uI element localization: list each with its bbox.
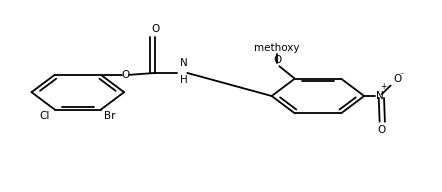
Text: O: O [394,74,402,84]
Text: N: N [376,91,384,101]
Text: O: O [121,70,130,80]
Text: N: N [180,58,188,68]
Text: ⁻: ⁻ [400,72,404,81]
Text: Br: Br [104,111,116,121]
Text: methoxy: methoxy [255,43,300,53]
Text: +: + [380,82,386,91]
Text: H: H [180,75,188,85]
Text: O: O [378,125,386,135]
Text: Cl: Cl [39,111,50,121]
Text: O: O [273,55,281,65]
Text: O: O [151,24,159,34]
